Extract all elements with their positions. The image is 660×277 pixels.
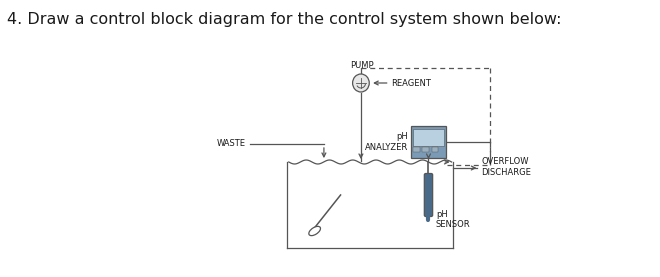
FancyBboxPatch shape [411,126,446,158]
Text: WASTE: WASTE [216,140,246,148]
Bar [422,147,429,152]
Bar [413,147,420,152]
Text: OVERFLOW
DISCHARGE: OVERFLOW DISCHARGE [481,157,531,177]
Bar [413,129,444,146]
Text: 4. Draw a control block diagram for the control system shown below:: 4. Draw a control block diagram for the … [7,12,562,27]
Text: pH
SENSOR: pH SENSOR [436,210,471,229]
Text: REAGENT: REAGENT [391,78,432,88]
Bar [432,147,438,152]
FancyBboxPatch shape [424,173,433,217]
Ellipse shape [309,226,321,236]
Circle shape [352,74,369,92]
Text: PUMP: PUMP [350,61,374,70]
Text: pH
ANALYZER: pH ANALYZER [365,132,408,152]
